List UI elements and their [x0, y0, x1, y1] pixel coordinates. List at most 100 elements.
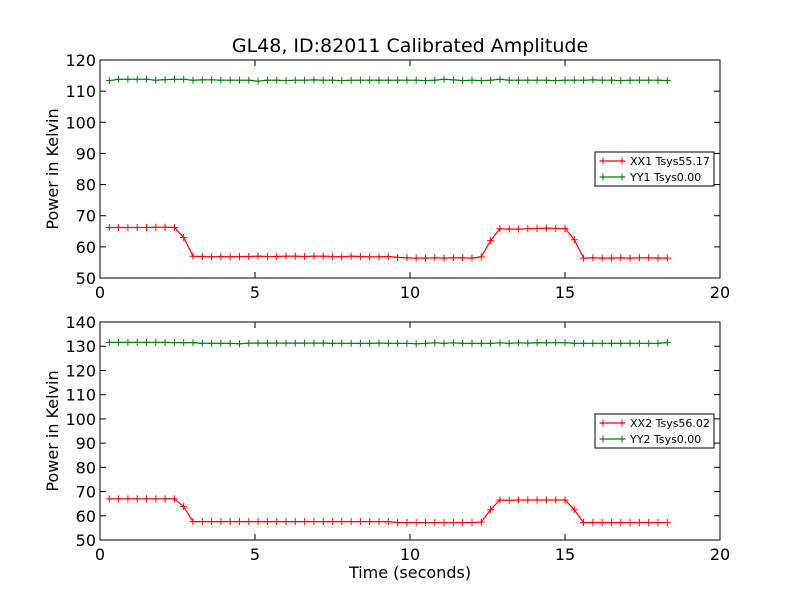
data-point-marker — [496, 339, 504, 347]
data-point-marker — [254, 77, 262, 85]
data-point-marker — [608, 254, 615, 262]
data-point-marker — [524, 76, 532, 84]
data-point-marker — [105, 224, 113, 232]
data-point-marker — [105, 77, 113, 85]
data-point-marker — [542, 496, 550, 504]
data-point-marker — [617, 254, 625, 262]
data-point-marker — [319, 518, 327, 526]
y-tick-label: 100 — [65, 113, 96, 132]
data-point-marker — [329, 76, 336, 84]
data-point-marker — [180, 339, 188, 347]
data-point-marker — [477, 518, 485, 526]
data-point-marker — [552, 496, 560, 504]
y-tick-label: 90 — [76, 144, 96, 163]
y-tick-label: 50 — [76, 269, 96, 288]
data-point-marker — [515, 225, 522, 233]
data-point-marker — [384, 76, 392, 84]
data-point-marker — [645, 519, 653, 527]
data-point-marker — [347, 76, 355, 84]
legend-marker — [618, 419, 626, 427]
data-point-marker — [356, 76, 364, 84]
data-point-marker — [226, 339, 234, 347]
data-point-marker — [133, 75, 141, 83]
data-point-marker — [403, 519, 411, 527]
data-point-marker — [263, 253, 271, 261]
data-point-marker — [133, 224, 141, 232]
x-tick-label: 15 — [555, 283, 575, 302]
data-point-marker — [329, 253, 336, 261]
legend-entry-label: XX2 Tsys56.02 — [630, 417, 710, 430]
data-point-marker — [635, 254, 643, 262]
legend-marker — [599, 173, 607, 181]
data-point-marker — [143, 75, 150, 83]
data-point-marker — [189, 339, 197, 347]
data-point-marker — [384, 518, 392, 526]
x-tick-label: 5 — [250, 283, 260, 302]
data-point-marker — [561, 224, 569, 232]
data-point-marker — [282, 339, 290, 347]
data-point-marker — [301, 253, 309, 261]
y-tick-label: 70 — [76, 483, 96, 502]
data-point-marker — [152, 223, 160, 231]
data-point-marker — [626, 254, 634, 262]
data-point-marker — [366, 76, 374, 84]
legend-marker — [599, 419, 607, 427]
data-point-marker — [319, 339, 327, 347]
data-point-marker — [580, 76, 588, 84]
data-point-marker — [403, 339, 411, 347]
data-point-marker — [291, 252, 299, 260]
data-point-marker — [589, 76, 597, 84]
data-point-marker — [635, 339, 643, 347]
data-point-marker — [403, 254, 411, 262]
data-point-marker — [105, 495, 113, 503]
legend-entry-label: YY1 Tsys0.00 — [629, 171, 701, 184]
data-point-marker — [319, 252, 327, 260]
data-point-marker — [217, 518, 225, 526]
legend-marker — [618, 157, 626, 165]
data-point-marker — [338, 518, 346, 526]
data-point-marker — [226, 518, 234, 526]
data-point-marker — [412, 76, 420, 84]
data-point-marker — [459, 519, 467, 527]
data-point-marker — [356, 518, 364, 526]
data-point-marker — [152, 76, 160, 84]
data-point-marker — [375, 76, 383, 84]
data-point-marker — [143, 338, 150, 346]
data-point-marker — [635, 519, 643, 527]
legend-marker — [618, 173, 626, 181]
data-point-marker — [561, 339, 569, 347]
data-point-marker — [254, 518, 262, 526]
data-point-marker — [524, 225, 532, 233]
data-point-marker — [412, 340, 420, 348]
data-point-marker — [263, 339, 271, 347]
data-point-marker — [301, 518, 309, 526]
data-point-marker — [440, 519, 448, 527]
x-tick-label: 20 — [710, 545, 730, 564]
data-point-marker — [598, 519, 606, 527]
x-tick-label: 5 — [250, 545, 260, 564]
data-point-marker — [356, 339, 364, 347]
y-axis-label: Power in Kelvin — [43, 108, 62, 229]
data-point-marker — [115, 338, 123, 346]
data-point-marker — [208, 518, 216, 526]
data-point-marker — [338, 77, 346, 85]
data-point-marker — [422, 77, 429, 85]
data-point-marker — [375, 518, 383, 526]
data-point-marker — [449, 339, 457, 347]
data-point-marker — [459, 254, 467, 262]
data-point-marker — [505, 339, 513, 347]
data-point-marker — [542, 224, 550, 232]
data-point-marker — [468, 254, 476, 262]
data-point-marker — [133, 338, 141, 346]
data-point-marker — [608, 76, 615, 84]
data-point-marker — [654, 519, 662, 527]
data-point-marker — [635, 76, 643, 84]
data-point-marker — [236, 76, 243, 84]
data-point-marker — [440, 339, 448, 347]
data-point-marker — [301, 76, 309, 84]
data-point-marker — [617, 77, 625, 85]
data-point-marker — [161, 495, 169, 503]
data-point-marker — [505, 76, 513, 84]
data-point-marker — [189, 518, 197, 526]
